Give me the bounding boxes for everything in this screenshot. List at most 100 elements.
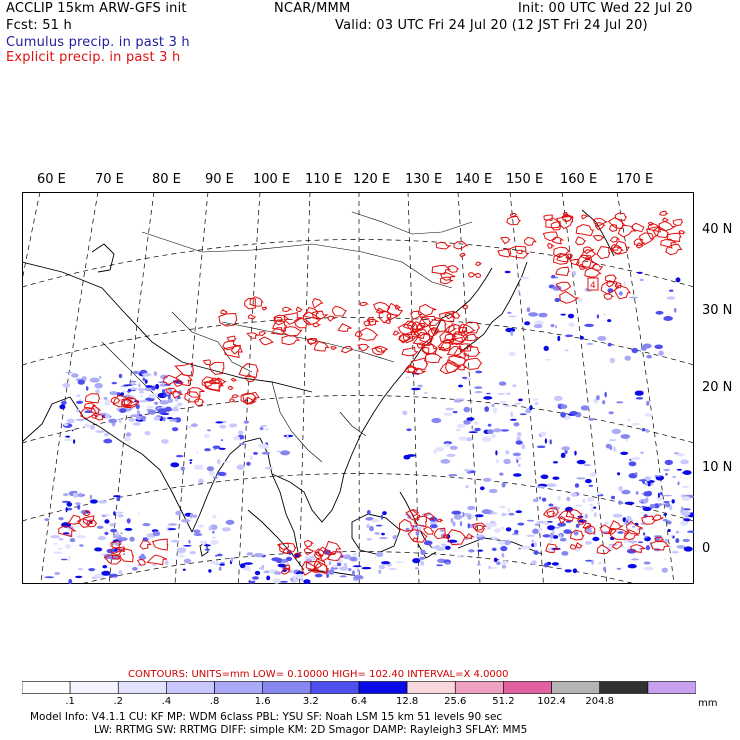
cumulus-cell xyxy=(618,500,623,505)
explicit-contour xyxy=(445,359,462,374)
explicit-contour xyxy=(110,396,121,405)
cumulus-cell xyxy=(519,276,530,280)
cumulus-cell xyxy=(629,461,634,465)
colorbar-swatch xyxy=(262,681,312,694)
explicit-contour xyxy=(208,361,225,375)
cumulus-cell xyxy=(672,476,676,478)
explicit-contour xyxy=(261,306,268,311)
explicit-contour xyxy=(258,336,274,346)
cumulus-cell xyxy=(181,519,191,523)
cumulus-cell xyxy=(161,388,166,394)
cumulus-cell xyxy=(162,416,166,422)
cumulus-cell xyxy=(218,447,226,450)
cumulus-cell xyxy=(550,324,555,328)
cumulus-cell xyxy=(504,270,511,274)
explicit-contour xyxy=(311,310,329,320)
explicit-contour xyxy=(419,303,437,317)
cumulus-cell xyxy=(687,530,694,533)
explicit-contour xyxy=(226,335,237,342)
cumulus-cell xyxy=(207,429,211,432)
cumulus-cell xyxy=(154,401,159,405)
cumulus-cell xyxy=(77,504,81,510)
cumulus-cell xyxy=(666,296,676,300)
meridian-line xyxy=(40,192,99,584)
cumulus-cell xyxy=(278,580,289,583)
cumulus-cell xyxy=(638,479,647,482)
cumulus-cell xyxy=(113,495,121,498)
cumulus-cell xyxy=(657,492,660,498)
meridian-line xyxy=(616,192,675,584)
cumulus-cell xyxy=(609,445,613,451)
cumulus-cell xyxy=(618,486,623,492)
cumulus-cell xyxy=(89,377,100,383)
explicit-contour xyxy=(174,362,194,377)
cumulus-cell xyxy=(176,547,187,553)
cumulus-cell xyxy=(388,568,398,570)
cumulus-cell xyxy=(531,560,537,565)
explicit-contour xyxy=(397,323,415,336)
cumulus-cell xyxy=(616,401,624,404)
cumulus-cell xyxy=(436,564,444,567)
cumulus-cell xyxy=(515,456,522,460)
cumulus-cell xyxy=(66,418,75,424)
cumulus-cell xyxy=(486,392,491,395)
cumulus-cell xyxy=(670,533,673,538)
explicit-contour xyxy=(330,346,338,351)
cumulus-cell xyxy=(118,418,122,424)
cumulus-cell xyxy=(153,531,158,536)
cumulus-cell xyxy=(635,491,639,495)
explicit-contour xyxy=(230,377,238,382)
meridian-line xyxy=(561,192,608,584)
cumulus-cell xyxy=(671,499,675,504)
cumulus-cell xyxy=(212,445,221,449)
cumulus-cell xyxy=(465,437,473,442)
cumulus-cell xyxy=(496,561,501,565)
cumulus-cell xyxy=(540,431,547,437)
cumulus-cell xyxy=(129,536,135,542)
cumulus-cell xyxy=(588,418,595,421)
cumulus-cell xyxy=(189,513,193,519)
cumulus-cell xyxy=(682,508,691,511)
cumulus-cell xyxy=(456,428,461,432)
cumulus-cell xyxy=(481,509,491,515)
explicit-contour xyxy=(139,540,152,550)
cumulus-cell xyxy=(435,544,440,549)
cumulus-cell xyxy=(158,408,167,414)
cumulus-cell xyxy=(153,416,161,421)
cumulus-cell xyxy=(95,430,105,433)
explicit-contour xyxy=(459,252,466,258)
explicit-contour xyxy=(136,558,146,566)
explicit-contour xyxy=(575,542,583,549)
explicit-contour xyxy=(303,547,316,556)
cumulus-cell xyxy=(612,513,623,518)
colorbar-level-label: .8 xyxy=(209,696,220,707)
cumulus-cell xyxy=(215,421,224,424)
cumulus-cell xyxy=(459,436,468,441)
explicit-contour xyxy=(575,254,593,268)
cumulus-cell xyxy=(564,349,569,352)
cumulus-cell xyxy=(675,538,680,544)
lat-label: 30 N xyxy=(702,303,733,318)
explicit-contour xyxy=(440,271,456,281)
explicit-contour xyxy=(582,246,595,255)
explicit-contour xyxy=(608,224,618,232)
cumulus-cell xyxy=(126,390,130,393)
cumulus-cell xyxy=(500,429,509,432)
colorbar-swatch xyxy=(406,681,456,694)
cumulus-cell xyxy=(583,464,592,467)
colorbar-level-label: 1.6 xyxy=(254,696,271,707)
explicit-contour xyxy=(184,391,201,403)
cumulus-cell xyxy=(123,437,132,442)
cumulus-cell xyxy=(488,488,498,494)
cumulus-cell xyxy=(210,540,219,545)
cumulus-cell xyxy=(625,438,628,442)
cumulus-cell xyxy=(115,511,124,514)
cumulus-cell xyxy=(611,495,615,500)
cumulus-cell xyxy=(50,535,60,539)
explicit-contour xyxy=(419,315,442,327)
explicit-contour xyxy=(313,340,330,352)
cumulus-cell xyxy=(68,578,73,584)
explicit-contour xyxy=(672,218,683,227)
cumulus-cell xyxy=(596,395,600,401)
cumulus-cell xyxy=(644,413,653,417)
